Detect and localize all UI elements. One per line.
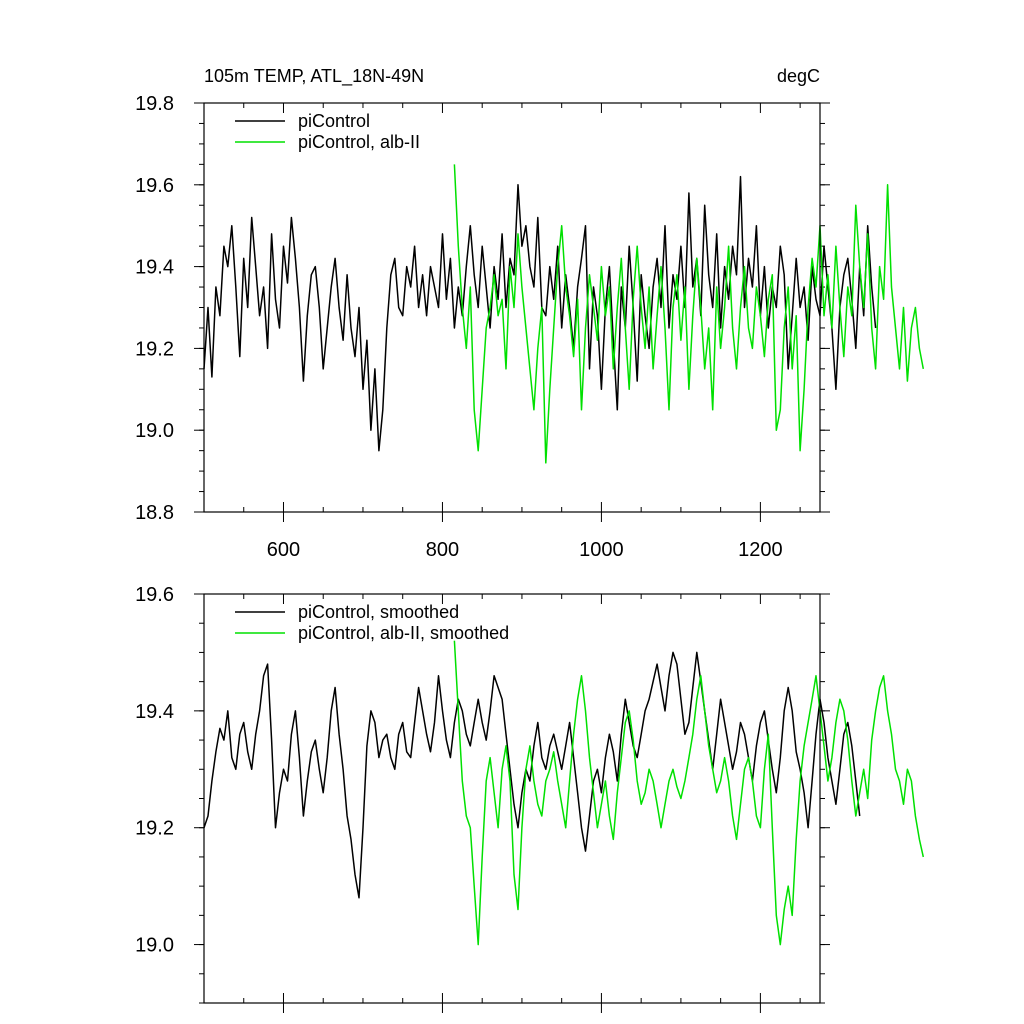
- x-tick-label: 600: [267, 539, 300, 561]
- top-panel: 105m TEMP, ATL_18N-49N degC 18.8 19.0 19.2…: [135, 66, 925, 561]
- chart-title-left: 105m TEMP, ATL_18N-49N: [204, 66, 424, 87]
- top-axis-ticks: [194, 102, 830, 522]
- y-tick-label: 19.4: [135, 701, 174, 723]
- y-tick-label: 19.0: [135, 420, 174, 442]
- y-tick-label: 19.2: [135, 818, 174, 840]
- series-line-1: [453, 164, 925, 464]
- top-plot-area: [203, 164, 925, 464]
- bottom-plot-area: [203, 640, 925, 946]
- bottom-y-tick-labels: 19.0 19.2 19.4 19.6: [135, 584, 174, 957]
- y-tick-label: 19.4: [135, 257, 174, 279]
- y-tick-label: 19.6: [135, 584, 174, 606]
- bottom-panel: 19.0 19.2 19.4 19.6 piControl, smoothed piC…: [135, 584, 925, 1013]
- bottom-legend: piControl, smoothed piControl, alb-II, s…: [235, 602, 509, 643]
- y-tick-label: 19.8: [135, 93, 174, 115]
- series-line-1: [453, 640, 925, 946]
- bottom-plot-frame: [203, 593, 821, 1004]
- chart-title-right: degC: [777, 66, 820, 86]
- series-line-0: [203, 175, 877, 452]
- y-tick-label: 19.0: [135, 935, 174, 957]
- top-x-tick-labels: 600 800 1000 1200: [267, 539, 783, 561]
- y-tick-label: 19.6: [135, 175, 174, 197]
- series-line-0: [203, 651, 861, 899]
- bottom-axis-ticks: [194, 593, 830, 1013]
- y-tick-label: 18.8: [135, 502, 174, 524]
- top-plot-frame: [203, 102, 821, 513]
- top-y-tick-labels: 18.8 19.0 19.2 19.4 19.6 19.8: [135, 93, 174, 524]
- x-tick-label: 800: [426, 539, 459, 561]
- top-legend: piControl piControl, alb-II: [235, 111, 420, 152]
- x-tick-label: 1000: [579, 539, 624, 561]
- legend-label-picontrol-smoothed: piControl, smoothed: [298, 602, 459, 622]
- legend-label-alb-ii: piControl, alb-II: [298, 132, 420, 152]
- legend-label-alb-ii-smoothed: piControl, alb-II, smoothed: [298, 623, 509, 643]
- y-tick-label: 19.2: [135, 338, 174, 360]
- x-tick-label: 1200: [738, 539, 783, 561]
- legend-label-picontrol: piControl: [298, 111, 370, 131]
